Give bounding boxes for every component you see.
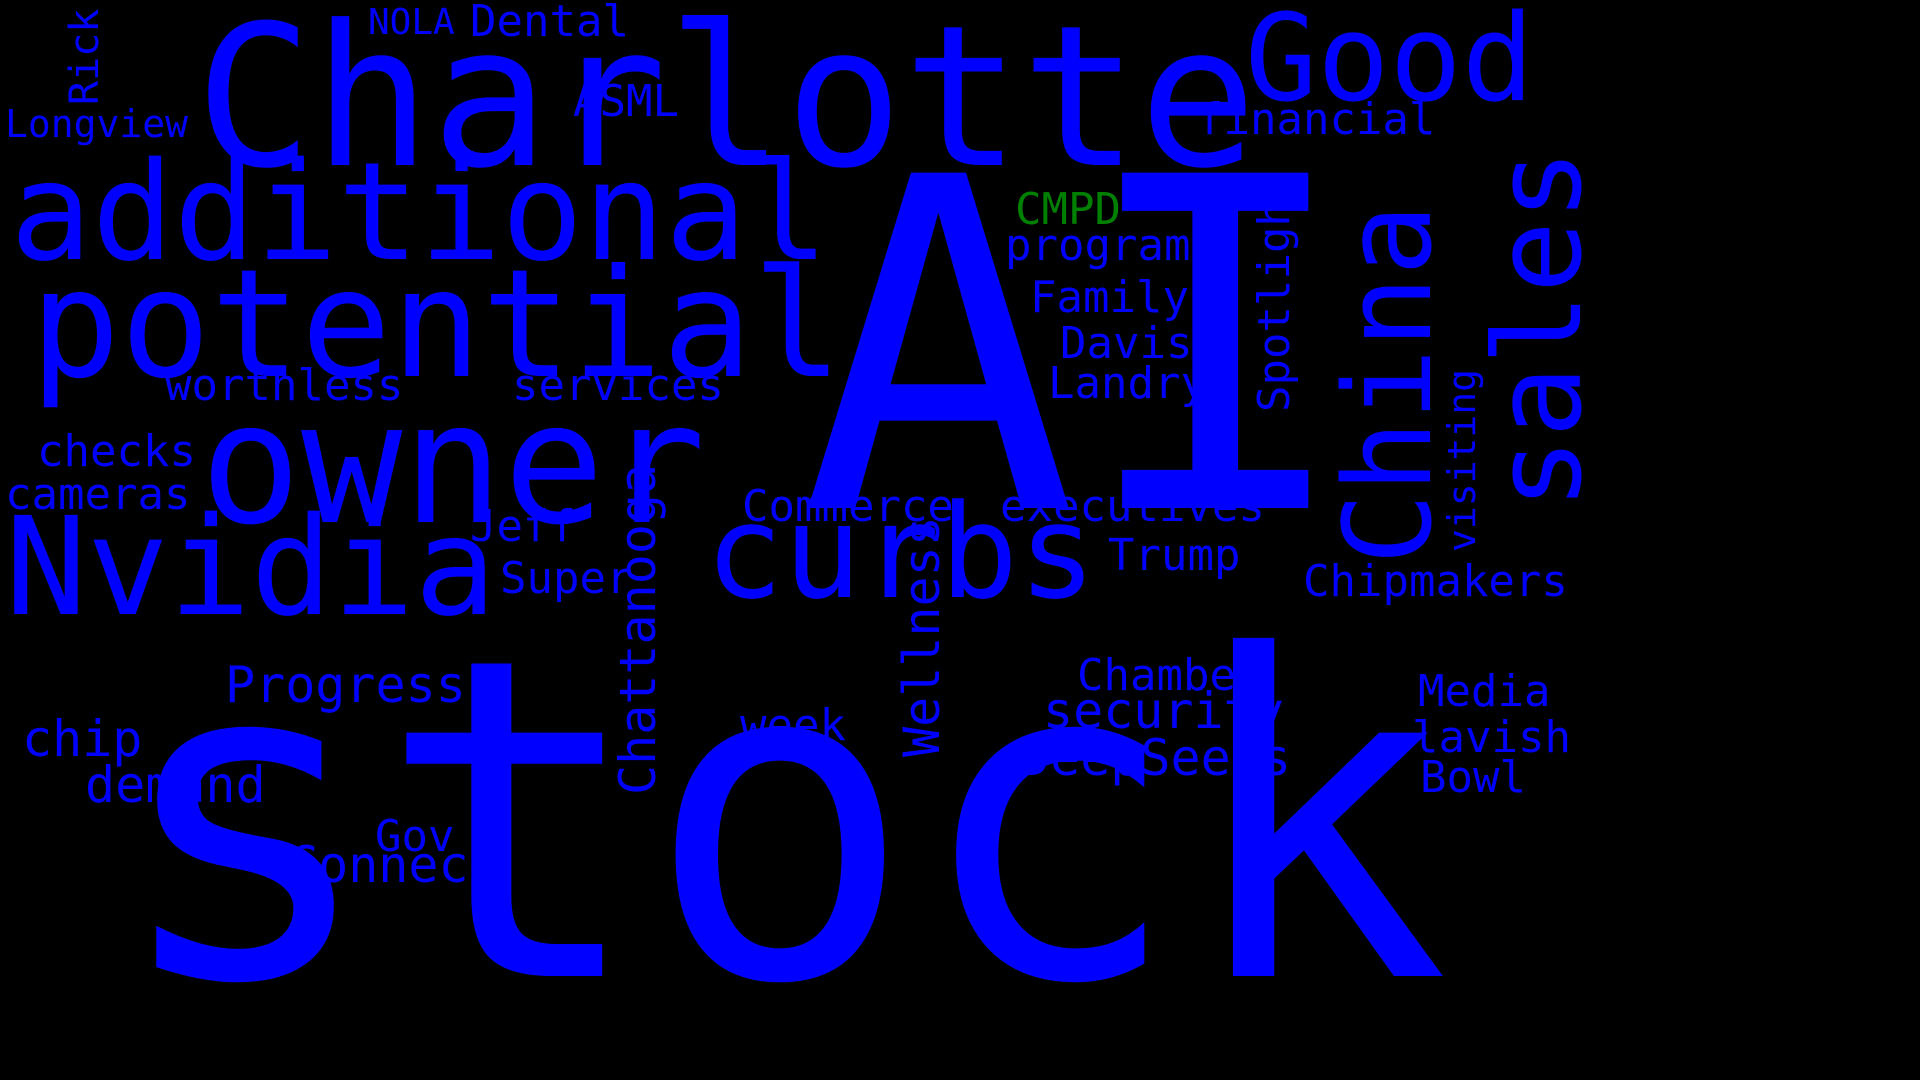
word-good: Good (1245, 0, 1534, 129)
word-davis: Davis (1060, 318, 1193, 369)
word-family: Family (1030, 272, 1189, 323)
word-connect: Connect (288, 836, 499, 894)
word-super: Super (500, 553, 633, 604)
word-additional: additional (10, 134, 829, 292)
word-worthless: worthless (165, 360, 404, 411)
word-progress: Progress (225, 656, 466, 714)
word-stock: stock (110, 563, 1450, 1080)
word-curbs: curbs (705, 476, 1097, 628)
word-media: Media (1418, 666, 1551, 717)
word-cmpd: CMPD (1015, 184, 1121, 235)
word-nola: NOLA (368, 2, 455, 43)
word-gov: Gov (375, 811, 455, 862)
word-owner: owner (200, 366, 706, 562)
word-jeff: Jeff (470, 501, 576, 552)
word-charlotte: Charlotte (195, 0, 1258, 212)
word-rick: Rick (62, 8, 108, 105)
word-executives: executives (1000, 481, 1265, 532)
word-trump: Trump (1108, 530, 1241, 581)
word-chamber: Chamber (1077, 650, 1263, 701)
word-wellness: Wellness (893, 516, 951, 757)
word-nvidia: Nvidia (5, 489, 497, 647)
word-dental: Dental (470, 0, 629, 47)
word-ai: AI (800, 82, 1354, 617)
word-longview: Longview (5, 102, 189, 146)
word-bowl: Bowl (1420, 752, 1526, 803)
word-demand: demand (85, 756, 266, 814)
word-visiting: visiting (1440, 368, 1484, 552)
word-lavish: lavish (1412, 712, 1571, 763)
word-week: week (740, 700, 846, 751)
word-services: services (512, 360, 724, 411)
word-cameras: cameras (5, 469, 191, 520)
word-financial: financial (1197, 94, 1436, 145)
word-china: China (1320, 203, 1459, 565)
word-chip: chip (22, 710, 143, 768)
word-asml: ASML (573, 76, 679, 127)
word-deepseeks: DeepSeeks (1020, 729, 1291, 787)
word-commerce: Commerce (742, 481, 954, 532)
word-checks: checks (37, 426, 196, 477)
word-security: security (1043, 682, 1284, 740)
word-program: program (1005, 220, 1191, 271)
word-sales: sales (1470, 148, 1609, 510)
word-chattanooga: Chattanooga (609, 463, 667, 795)
word-potential: potential (30, 238, 843, 412)
word-landry: Landry (1048, 358, 1207, 409)
word-chipmakers: Chipmakers (1303, 556, 1568, 607)
word-spotlight: Spotlight (1249, 173, 1300, 412)
